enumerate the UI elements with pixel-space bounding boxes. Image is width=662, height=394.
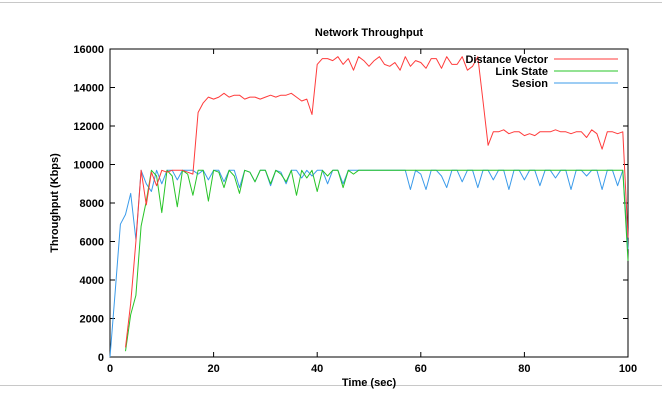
x-axis-title: Time (sec) — [342, 377, 397, 389]
series-line-sesion — [109, 169, 629, 358]
plot-area — [109, 48, 629, 358]
legend-label: Sesion — [512, 78, 548, 90]
y-tick-label: 0 — [98, 352, 104, 364]
x-tick-label: 60 — [415, 363, 427, 375]
series-layer — [109, 56, 629, 358]
y-tick-label: 2000 — [80, 314, 104, 326]
y-tick-label: 4000 — [80, 275, 104, 287]
y-axis: 0 2000 4000 6000 8000 10000 12000 14000 16000 — [73, 44, 628, 364]
y-tick-label: 10000 — [73, 160, 104, 172]
x-axis: 0 20 40 60 80 100 — [107, 49, 637, 375]
x-tick-label: 40 — [311, 363, 323, 375]
y-tick-label: 16000 — [73, 44, 104, 56]
series-line-link-state — [125, 169, 629, 352]
y-tick-label: 8000 — [80, 198, 104, 210]
series-line-distance-vector — [125, 56, 629, 348]
y-tick-label: 12000 — [73, 121, 104, 133]
x-tick-label: 100 — [619, 363, 637, 375]
y-tick-label: 6000 — [80, 237, 104, 249]
legend-label: Distance Vector — [465, 54, 548, 66]
top-divider — [0, 2, 662, 3]
x-tick-label: 80 — [518, 363, 530, 375]
legend-label: Link State — [495, 66, 548, 78]
chart-title: Network Throughput — [315, 27, 423, 39]
y-axis-title: Throughput (Kbps) — [49, 153, 61, 253]
y-tick-label: 14000 — [73, 83, 104, 95]
x-tick-label: 20 — [207, 363, 219, 375]
x-tick-label: 0 — [107, 363, 113, 375]
bottom-divider — [0, 385, 662, 386]
